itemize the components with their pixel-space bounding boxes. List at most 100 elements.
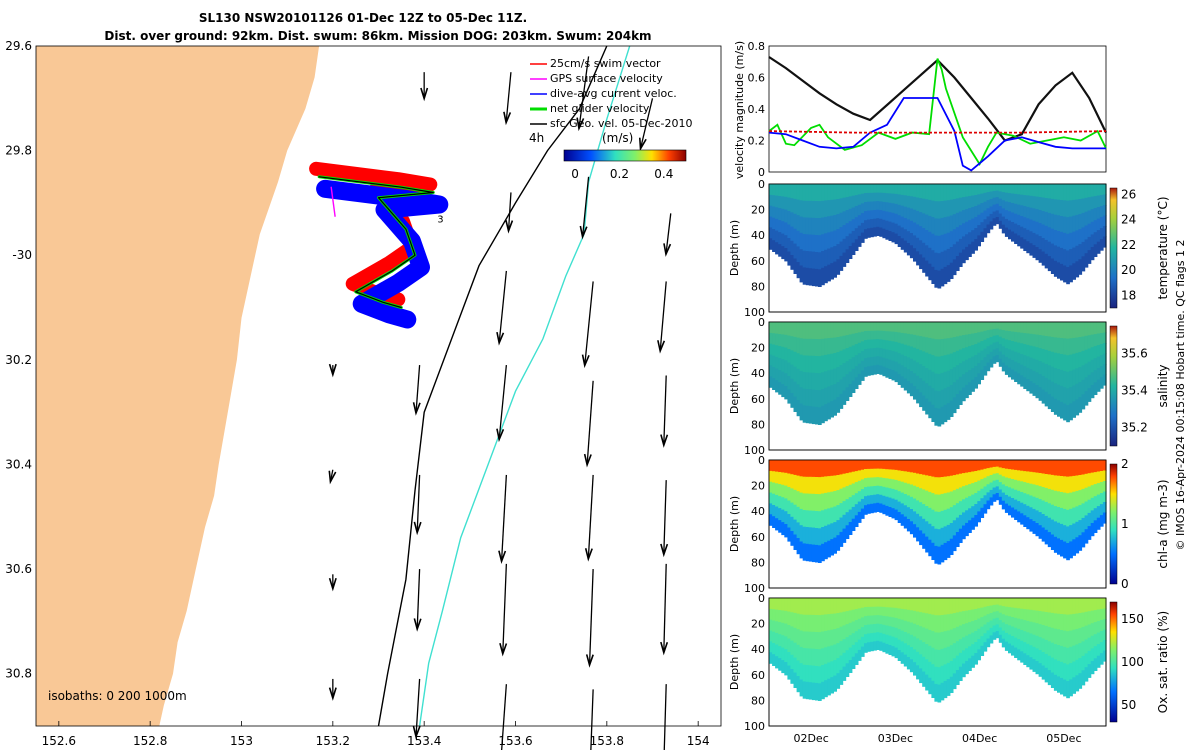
section-cell-0 xyxy=(940,184,945,202)
section-cell-2 xyxy=(989,475,994,484)
section-cell-0 xyxy=(1050,198,1055,215)
section-cell-3 xyxy=(1099,642,1104,654)
section-cell-2 xyxy=(1099,482,1104,494)
section-cell-3 xyxy=(879,641,883,651)
section-cell-0 xyxy=(784,196,788,211)
section-cell-2 xyxy=(796,538,801,555)
section-cell-2 xyxy=(867,468,871,479)
section-cell-3 xyxy=(1038,611,1043,625)
section-cell-3 xyxy=(790,654,795,670)
section-cell-1 xyxy=(1084,322,1089,337)
geo-vector-24 xyxy=(663,563,667,653)
section-cell-0 xyxy=(1087,223,1092,238)
time-axis-labels: 02Dec 03Dec 04Dec 05Dec xyxy=(793,732,1081,745)
section-cell-1 xyxy=(1063,370,1067,388)
section-cell-2 xyxy=(894,469,899,481)
section-cell-3 xyxy=(836,628,841,644)
section-cell-2 xyxy=(1011,498,1015,509)
section-cell-1 xyxy=(934,407,939,426)
section-cell-3 xyxy=(916,665,920,680)
section-cell-0 xyxy=(1050,184,1055,200)
section-y-label-1: Depth (m) xyxy=(728,358,741,414)
section-cell-0 xyxy=(854,239,859,251)
section-cell-3 xyxy=(897,650,902,661)
section-cell-3 xyxy=(928,645,932,663)
section-cell-0 xyxy=(1081,212,1086,228)
section-cell-1 xyxy=(955,336,960,352)
map-y-tick-6: 30.8 xyxy=(5,667,32,681)
section-cell-3 xyxy=(1072,613,1076,631)
section-cell-2 xyxy=(1081,460,1086,476)
section-cell-0 xyxy=(928,231,932,249)
section-cell-0 xyxy=(1063,232,1067,250)
section-cell-0 xyxy=(1017,204,1021,216)
section-cell-0 xyxy=(781,196,785,210)
section-cell-3 xyxy=(925,598,929,614)
section-cell-2 xyxy=(1001,484,1006,494)
section-cell-1 xyxy=(1017,352,1021,364)
section-cell-2 xyxy=(879,486,883,496)
section-cell-2 xyxy=(1053,490,1058,507)
section-cell-2 xyxy=(1081,503,1086,519)
section-cell-0 xyxy=(1032,208,1037,222)
section-cell-1 xyxy=(925,383,929,400)
section-cell-1 xyxy=(1020,343,1024,355)
section-cell-0 xyxy=(894,193,899,205)
section-cell-1 xyxy=(897,322,902,333)
section-cell-2 xyxy=(1035,510,1040,524)
section-cell-1 xyxy=(833,353,837,370)
section-cell-1 xyxy=(946,403,951,420)
section-cell-0 xyxy=(992,204,997,213)
section-y-tick-2-1: 20 xyxy=(751,480,765,493)
section-cell-2 xyxy=(876,502,880,512)
section-cell-3 xyxy=(949,661,954,678)
section-cell-2 xyxy=(977,490,981,502)
section-cell-1 xyxy=(1075,383,1080,400)
section-cell-1 xyxy=(1041,349,1046,364)
section-cell-2 xyxy=(1032,508,1037,522)
section-cell-0 xyxy=(830,199,834,217)
section-cell-0 xyxy=(1075,245,1080,262)
section-cell-2 xyxy=(1011,479,1015,490)
section-cell-3 xyxy=(818,632,822,650)
velocity-y-tick-1: 0.2 xyxy=(748,135,766,148)
section-cell-2 xyxy=(864,460,868,470)
section-cell-2 xyxy=(796,460,801,477)
section-cell-2 xyxy=(772,493,776,506)
section-cell-3 xyxy=(1090,635,1095,649)
title-line-2: Dist. over ground: 92km. Dist. swum: 86k… xyxy=(104,29,651,43)
section-cell-3 xyxy=(799,663,804,681)
section-cell-0 xyxy=(925,260,929,277)
section-cell-3 xyxy=(864,625,868,635)
section-cell-0 xyxy=(958,184,963,199)
section-cell-1 xyxy=(781,322,785,335)
section-cell-2 xyxy=(1087,512,1092,527)
section-cell-3 xyxy=(958,611,963,626)
section-cell-2 xyxy=(919,474,923,489)
section-cell-1 xyxy=(894,331,899,343)
velocity-y-tick-0: 0 xyxy=(758,166,765,179)
section-cell-0 xyxy=(955,227,960,243)
section-cell-0 xyxy=(833,246,837,263)
section-cell-0 xyxy=(986,208,991,217)
section-cell-0 xyxy=(934,269,939,288)
section-cell-3 xyxy=(949,598,954,615)
section-cell-1 xyxy=(1020,354,1024,366)
section-cell-3 xyxy=(793,612,798,629)
section-cell-0 xyxy=(876,226,880,236)
section-cell-3 xyxy=(1023,653,1027,665)
section-cell-1 xyxy=(1050,381,1055,398)
section-cell-0 xyxy=(1072,263,1076,280)
section-cell-0 xyxy=(1044,211,1049,227)
section-cell-1 xyxy=(1069,354,1073,372)
section-cell-3 xyxy=(827,630,831,647)
section-cell-1 xyxy=(802,388,807,406)
section-cell-2 xyxy=(882,477,887,488)
section-cell-1 xyxy=(922,380,926,397)
velocity-y-tick-labels: 00.20.40.60.8 xyxy=(748,40,766,179)
section-cell-0 xyxy=(1078,214,1083,230)
section-cell-0 xyxy=(851,219,856,232)
section-cell-0 xyxy=(827,264,831,282)
section-cell-2 xyxy=(903,460,908,472)
section-cell-0 xyxy=(885,202,890,213)
